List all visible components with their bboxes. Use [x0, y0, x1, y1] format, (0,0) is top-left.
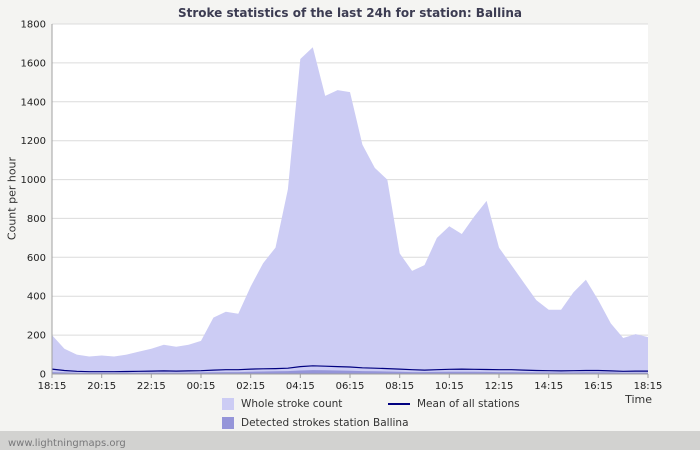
x-axis-label: Time: [625, 393, 652, 406]
x-tick-label: 00:15: [187, 381, 216, 392]
y-tick-label: 1000: [21, 175, 46, 186]
chart-plot: 0 200 400 600 800 1000 1200 1400 1600 1800 18:15 20…: [21, 20, 663, 393]
y-tick-label: 400: [27, 292, 46, 303]
y-tick-label: 1600: [21, 58, 46, 69]
y-tick-label: 1400: [21, 97, 46, 108]
x-tick-label: 08:15: [385, 381, 414, 392]
chart-title: Stroke statistics of the last 24h for st…: [177, 6, 523, 20]
legend-swatch-detected-strokes: [222, 417, 234, 429]
legend-item-mean-of-all-stations: Mean of all stations: [388, 397, 520, 411]
legend-item-whole-stroke-count: Whole stroke count: [222, 397, 342, 411]
y-tick-label: 0: [40, 370, 46, 381]
x-tick-label: 12:15: [485, 381, 514, 392]
y-tick-label: 600: [27, 253, 46, 264]
legend-swatch-whole-stroke-count: [222, 398, 234, 410]
legend-label-mean-of-all-stations: Mean of all stations: [417, 398, 520, 410]
y-tick-label: 200: [27, 331, 46, 342]
x-tick-label: 06:15: [336, 381, 365, 392]
area-series: [52, 47, 648, 375]
x-tick-label: 20:15: [87, 381, 116, 392]
legend-label-detected-strokes: Detected strokes station Ballina: [241, 417, 409, 429]
x-tick-label: 14:15: [534, 381, 563, 392]
y-tick-label: 800: [27, 214, 46, 225]
site-watermark: www.lightningmaps.org: [8, 438, 126, 449]
x-tick-label: 22:15: [137, 381, 166, 392]
x-tick-label: 10:15: [435, 381, 464, 392]
legend-line-sample-icon: [388, 403, 410, 405]
footer-bar: www.lightningmaps.org: [0, 431, 700, 450]
y-axis-label: Count per hour: [5, 156, 19, 241]
x-tick-label: 02:15: [236, 381, 265, 392]
y-tick-label: 1200: [21, 136, 46, 147]
x-tick-label: 04:15: [286, 381, 315, 392]
line-series: [51, 365, 648, 373]
x-tick-label: 18:15: [634, 381, 663, 392]
x-tick-label: 16:15: [584, 381, 613, 392]
y-tick-label: 1800: [21, 20, 46, 31]
x-tick-label: 18:15: [38, 381, 67, 392]
area-series: [52, 370, 648, 374]
legend-label-whole-stroke-count: Whole stroke count: [241, 398, 343, 410]
legend-item-detected-strokes: Detected strokes station Ballina: [222, 416, 409, 430]
